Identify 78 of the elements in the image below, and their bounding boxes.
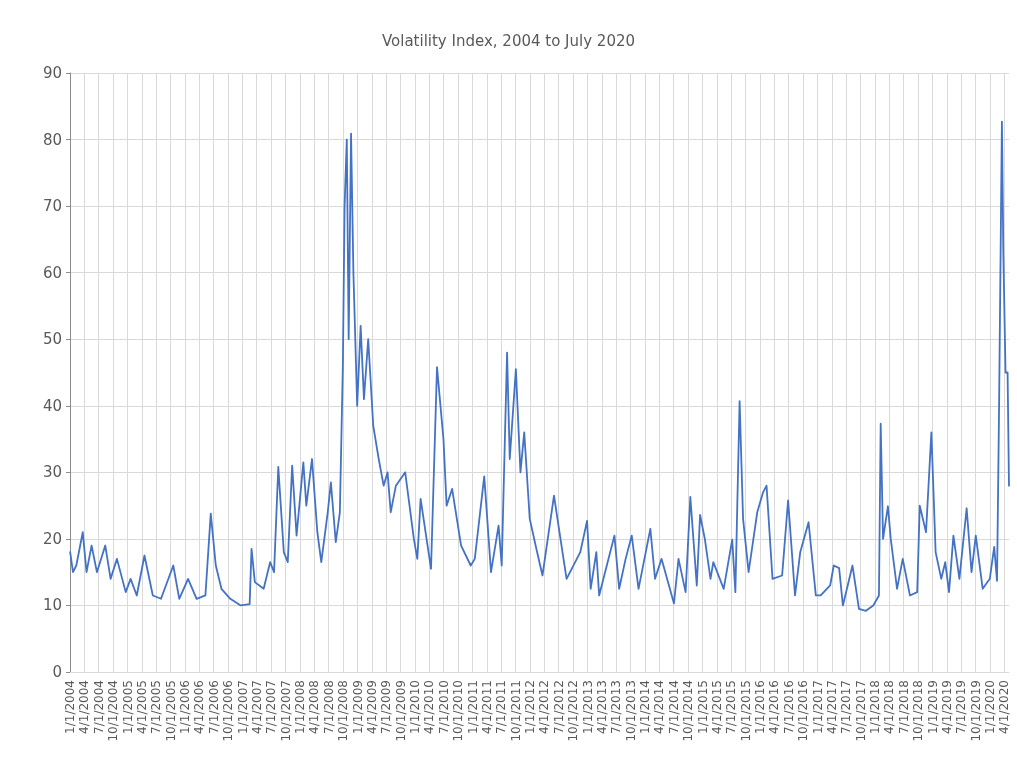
x-tick-label: 4/1/2012 [537, 680, 552, 734]
x-tick-label: 4/1/2018 [882, 680, 897, 734]
x-tick-label: 4/1/2007 [249, 680, 264, 734]
x-tick-label: 7/1/2012 [551, 680, 566, 734]
x-tick-label: 1/1/2006 [178, 680, 193, 734]
x-tick-label: 4/1/2013 [594, 680, 609, 734]
x-tick-label: 7/1/2013 [609, 680, 624, 734]
x-tick-label: 10/1/2015 [738, 680, 753, 742]
x-tick-label: 10/1/2007 [278, 680, 293, 742]
y-tick-label: 0 [52, 663, 62, 681]
y-tick-label: 40 [42, 396, 62, 415]
x-tick-label: 7/1/2017 [839, 680, 854, 734]
x-tick-label: 7/1/2015 [724, 680, 739, 734]
x-tick-label: 1/1/2008 [293, 680, 308, 734]
x-tick-label: 10/1/2011 [508, 680, 523, 742]
x-tick-label: 1/1/2020 [983, 680, 998, 734]
x-tick-label: 4/1/2019 [939, 680, 954, 734]
x-tick-label: 4/1/2006 [192, 680, 207, 734]
x-tick-label: 1/1/2010 [408, 680, 423, 734]
x-tick-label: 4/1/2015 [709, 680, 724, 734]
x-tick-label: 10/1/2013 [623, 680, 638, 742]
x-tick-label: 1/1/2009 [350, 680, 365, 734]
x-tick-label: 7/1/2009 [379, 680, 394, 734]
x-tick-label: 10/1/2019 [968, 680, 983, 742]
y-tick-label: 30 [42, 463, 62, 482]
x-tick-label: 4/1/2004 [77, 680, 92, 734]
x-tick-label: 10/1/2006 [221, 680, 236, 742]
x-tick-label: 1/1/2005 [120, 680, 135, 734]
x-tick-label: 7/1/2011 [494, 680, 509, 734]
x-tick-label: 10/1/2009 [393, 680, 408, 742]
x-tick-label: 7/1/2005 [149, 680, 164, 734]
y-tick-label: 20 [42, 529, 62, 548]
x-tick-label: 10/1/2010 [451, 680, 466, 742]
x-tick-label: 1/1/2015 [695, 680, 710, 734]
line-series [69, 120, 1010, 612]
x-tick-label: 4/1/2011 [479, 680, 494, 734]
x-tick-label: 7/1/2007 [264, 680, 279, 734]
x-tick-label: 1/1/2013 [580, 680, 595, 734]
x-tick-label: 1/1/2014 [638, 680, 653, 734]
x-tick-label: 4/1/2010 [422, 680, 437, 734]
x-tick-label: 1/1/2007 [235, 680, 250, 734]
y-tick-label: 10 [42, 596, 62, 615]
x-tick-label: 7/1/2016 [781, 680, 796, 734]
x-tick-label: 4/1/2017 [824, 680, 839, 734]
x-tick-label: 1/1/2012 [523, 680, 538, 734]
x-tick-label: 10/1/2016 [796, 680, 811, 742]
x-tick-label: 7/1/2008 [321, 680, 336, 734]
x-tick-label: 1/1/2016 [753, 680, 768, 734]
x-tick-label: 7/1/2019 [954, 680, 969, 734]
x-tick-label: 4/1/2008 [307, 680, 322, 734]
x-tick-label: 4/1/2005 [134, 680, 149, 734]
x-tick-label: 10/1/2018 [911, 680, 926, 742]
x-tick-label: 1/1/2017 [810, 680, 825, 734]
x-tick-label: 7/1/2010 [436, 680, 451, 734]
x-tick-label: 1/1/2004 [63, 680, 77, 734]
x-tick-label: 4/1/2016 [767, 680, 782, 734]
x-tick-label: 1/1/2011 [465, 680, 480, 734]
x-tick-label: 7/1/2004 [91, 680, 106, 734]
x-tick-label: 10/1/2008 [336, 680, 351, 742]
x-tick-label: 7/1/2018 [896, 680, 911, 734]
y-tick-label: 60 [42, 263, 62, 282]
x-tick-label: 1/1/2019 [925, 680, 940, 734]
x-tick-label: 7/1/2006 [206, 680, 221, 734]
y-tick-label: 70 [42, 197, 62, 216]
x-tick-label: 4/1/2020 [997, 680, 1012, 734]
chart-title: Volatility Index, 2004 to July 2020 [381, 31, 636, 50]
x-tick-label: 10/1/2004 [106, 680, 121, 742]
x-tick-label: 10/1/2014 [681, 680, 696, 742]
y-tick-label: 50 [42, 330, 62, 349]
x-tick-label: 7/1/2014 [666, 680, 681, 734]
y-tick-label: 80 [42, 130, 62, 149]
x-tick-label: 10/1/2012 [566, 680, 581, 742]
y-tick-label: 90 [42, 64, 62, 82]
x-tick-label: 10/1/2017 [853, 680, 868, 742]
x-tick-label: 4/1/2009 [364, 680, 379, 734]
x-tick-label: 4/1/2014 [652, 680, 667, 734]
x-tick-label: 1/1/2018 [868, 680, 883, 734]
x-tick-label: 10/1/2005 [163, 680, 178, 742]
